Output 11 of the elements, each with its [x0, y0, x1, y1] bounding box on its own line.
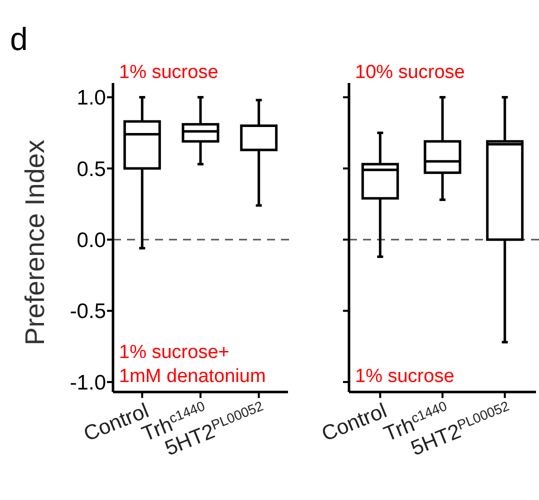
y-tick-label: -1.0 — [70, 371, 106, 394]
y-tick-label: 1.0 — [76, 86, 106, 110]
annotation: 1% sucrose — [355, 366, 454, 387]
y-tick-label: 0.5 — [76, 158, 106, 181]
text: 10% sucrose — [355, 62, 465, 83]
annotation: 1% sucrose+ 1mM denatonium — [119, 342, 266, 387]
y-axis-title: Preference Index — [20, 139, 50, 346]
chart-title: d — [10, 21, 28, 57]
y-tick-label: 0.0 — [76, 228, 106, 252]
y-tick-label: -0.5 — [70, 300, 106, 324]
text: 1% sucrose — [119, 62, 218, 83]
